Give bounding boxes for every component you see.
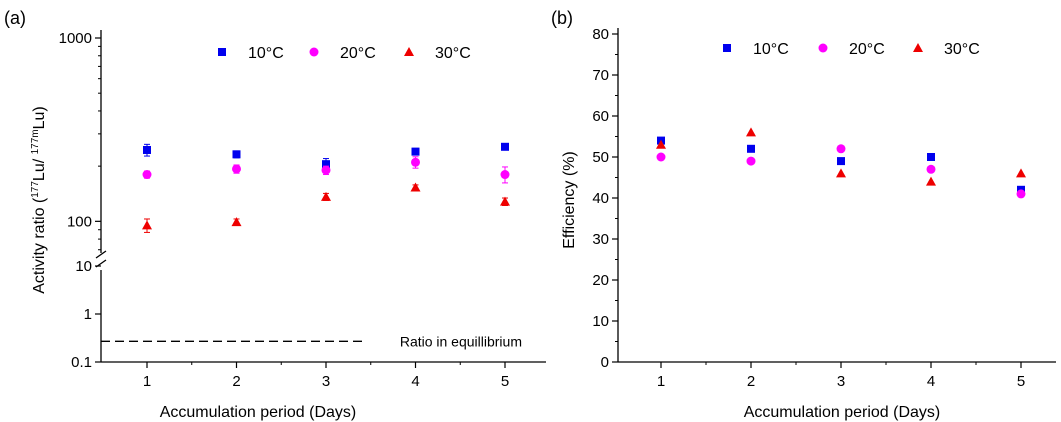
panel-a-y-tick-label: 1000 [59,30,92,47]
panel-a-point-square [322,160,330,169]
panel-b-y-tick-label: 60 [592,108,609,125]
panel-b-legend-label: 10°C [753,41,789,58]
panel-a-legend-marker [218,48,226,56]
panel-a-point-triangle [142,220,152,230]
panel-b-plot: Accumulation period (Days) Efficiency (%… [561,26,1056,421]
panel-b-y-tick-label: 40 [592,190,609,207]
panel-a-point-square [411,147,420,156]
panel-a-axis-break [95,250,107,259]
panel-b-point-square [837,157,845,166]
panel-b-y-tick-label: 70 [592,67,609,84]
panel-a-legend-marker [404,47,414,56]
panel-a-y-tick-label: 1 [84,306,92,323]
panel-b-y-tick-label: 30 [592,231,609,248]
panel-b-x-tick-label: 5 [1017,373,1025,390]
panel-a-ylabel-mid: Lu/ [31,154,48,181]
panel-b-x-tick-label: 2 [747,373,755,390]
panel-a-point-square [143,145,151,154]
panel-a-y-tick-label: 100 [67,213,92,230]
panel-b-point-square [747,144,755,153]
panel-b-point-triangle [746,127,756,137]
panel-b-y-tick-label: 10 [592,313,609,330]
panel-a-legend-label: 20°C [340,45,376,62]
panel-a-legend-marker [309,47,319,57]
panel-a-x-tick-label: 1 [143,373,151,390]
panel-a-legend-label: 10°C [248,45,284,62]
panel-a-point-circle [142,170,152,180]
panel-b-point-circle [656,152,666,162]
panel-label-a: (a) [4,8,26,28]
panel-a-y-tick-label: 0.1 [71,354,92,371]
panel-a-point-circle [321,165,331,175]
panel-b-point-circle [836,144,846,154]
panel-b-y-axis-label: Efficiency (%) [561,151,578,249]
panel-a-point-circle [500,170,510,180]
panel-a-point-triangle [500,196,510,206]
panel-a-ylabel-pre: Activity ratio ( [31,197,48,294]
panel-label-b: (b) [551,8,573,28]
panel-a-plot: Accumulation period (Days) Activity rati… [30,30,546,421]
panel-a-ylabel-sup1: 177 [30,181,41,198]
panel-b-point-circle [746,156,756,166]
panel-b-legend-marker [723,44,731,52]
panel-a-ylabel-post: Lu) [31,106,48,129]
panel-a-y-axis-label: Activity ratio (177Lu/ 177mLu) [30,106,48,294]
panel-a-point-square [501,142,509,151]
panel-b-point-triangle [836,168,846,178]
panel-a-y-tick-label: 10 [75,258,92,275]
panel-a-point-triangle [231,217,242,227]
panel-a-x-tick-label: 3 [322,373,330,390]
panel-a-point-triangle [410,182,421,192]
panel-a-x-tick-label: 5 [501,373,509,390]
panel-b-point-square [927,153,935,161]
panel-a-point-triangle [321,191,331,201]
panel-b-x-tick-label: 1 [657,373,665,390]
panel-b-x-tick-label: 3 [837,373,845,390]
panel-b-legend-marker [818,43,828,53]
panel-a-point-circle [232,164,241,174]
panel-a-legend-label: 30°C [435,45,471,62]
panel-b-x-axis-label: Accumulation period (Days) [744,404,941,421]
panel-b-legend-label: 30°C [944,41,980,58]
panel-a-point-circle [411,157,420,167]
panel-b-y-tick-label: 20 [592,272,609,289]
panel-b-y-tick-label: 80 [592,26,609,43]
panel-a-x-axis-label: Accumulation period (Days) [160,404,357,421]
panel-a-point-square [232,150,241,159]
panel-b-point-circle [926,164,936,174]
panel-b-x-tick-label: 4 [927,373,935,390]
panel-b-legend-marker [913,43,923,52]
panel-b-point-triangle [656,139,666,149]
panel-a-equilibrium-label: Ratio in equillibrium [400,333,522,349]
panel-b-point-triangle [1016,168,1026,178]
panel-a-x-tick-label: 4 [411,373,419,390]
panel-b-y-tick-label: 0 [601,354,609,371]
panel-b-point-circle [1016,189,1026,199]
panel-b-point-triangle [926,176,936,186]
panel-a-x-tick-label: 2 [232,373,240,390]
panel-b-legend-label: 20°C [849,41,885,58]
panel-b-y-tick-label: 50 [592,149,609,166]
panel-a-ylabel-sup2: 177m [30,129,41,154]
